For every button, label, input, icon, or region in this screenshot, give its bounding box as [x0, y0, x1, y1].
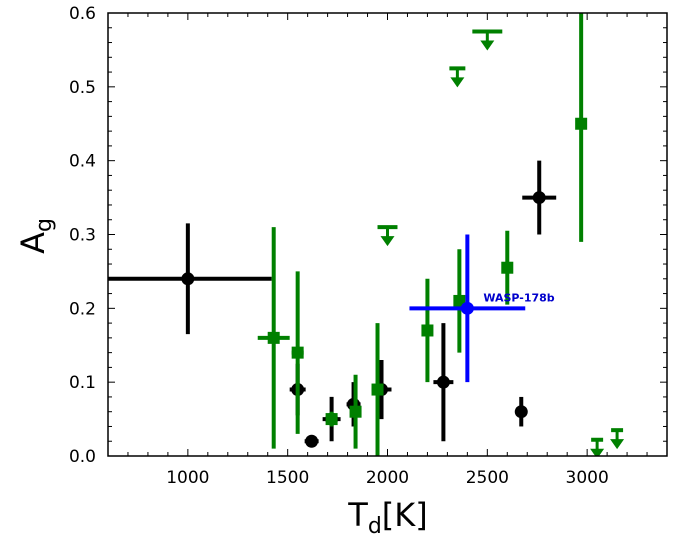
data-point: [267, 331, 280, 344]
data-point: [421, 324, 434, 337]
x-tick-label: 2000: [366, 468, 409, 488]
y-tick-label: 0.4: [69, 152, 96, 172]
upper-limit-arrow: [590, 448, 605, 456]
y-tick-label: 0.1: [69, 373, 96, 393]
data-point: [371, 383, 384, 396]
y-tick-label: 0.6: [69, 4, 96, 24]
data-point: [181, 272, 195, 286]
upper-limit-arrow: [450, 77, 465, 88]
x-tick-label: 1500: [266, 468, 309, 488]
chart-marks: WASP-178b: [108, 13, 625, 456]
x-axis-label: Td[K]: [347, 496, 427, 534]
x-tick-label: 2500: [466, 468, 509, 488]
x-tick-label: 1000: [166, 468, 209, 488]
data-point: [305, 434, 319, 448]
y-tick-label: 0.3: [69, 226, 96, 246]
data-point: [514, 405, 528, 419]
x-tick-label: 3000: [566, 468, 609, 488]
data-point: [460, 301, 474, 315]
upper-limit-arrow: [610, 439, 625, 450]
plot-area: [108, 13, 625, 456]
data-point: [436, 375, 450, 389]
data-point: [325, 413, 338, 426]
upper-limit-arrow: [480, 40, 495, 51]
data-point: [291, 346, 304, 359]
chart-axes: 1000 1500 2000 2500 3000 0.0 0.1 0.2 0.3 0.4 0.5 0.…: [69, 4, 668, 488]
data-point: [575, 117, 588, 130]
y-tick-label: 0.5: [69, 78, 96, 98]
y-tick-label: 0.2: [69, 299, 96, 319]
data-point: [501, 261, 514, 274]
data-point: [532, 191, 546, 205]
upper-limit-arrow: [380, 236, 395, 247]
data-point: [453, 294, 466, 307]
data-point: [349, 405, 362, 418]
y-tick-label: 0.0: [69, 447, 96, 467]
y-axis-label: Ag: [14, 218, 57, 254]
planet-label: WASP-178b: [483, 291, 554, 304]
